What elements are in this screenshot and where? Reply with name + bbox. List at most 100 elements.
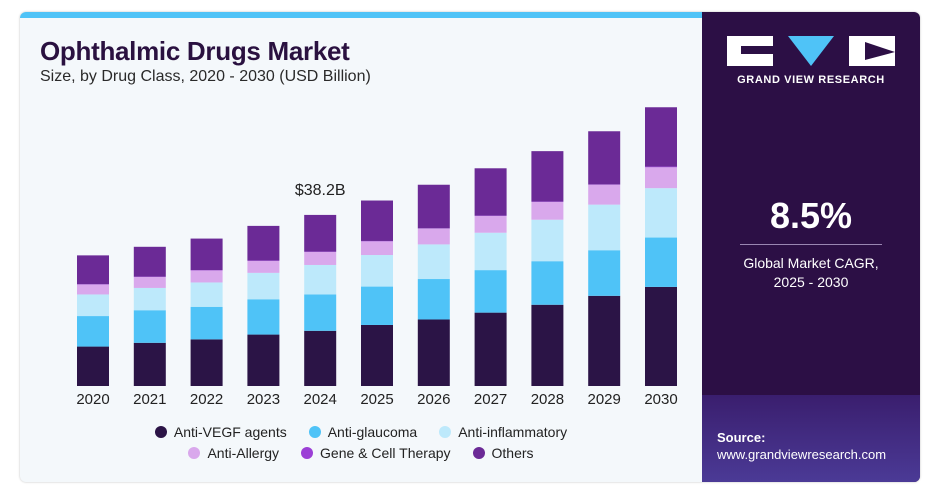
x-tick-label: 2025 — [360, 391, 393, 408]
bar-anti-vegf-agents-2030 — [645, 286, 677, 386]
legend-swatch — [308, 426, 321, 438]
legend-item-anti-glaucoma: Anti-glaucoma — [308, 424, 418, 440]
bar-anti-vegf-agents-2029 — [588, 295, 621, 386]
bar-anti-glaucoma-2024 — [304, 294, 337, 331]
bar-anti-inflammatory-2022 — [190, 282, 223, 307]
cagr-label-line1: Global Market CAGR, — [743, 255, 879, 271]
bar-stack-2025 — [361, 200, 393, 386]
bar-anti-allergy-2022 — [190, 270, 223, 283]
chart-title: Ophthalmic Drugs Market — [40, 36, 350, 66]
bar-anti-inflammatory-2028 — [531, 219, 564, 262]
bar-others-2026 — [417, 184, 450, 229]
bar-anti-inflammatory-2027 — [474, 232, 507, 271]
bar-stack-2028 — [531, 151, 564, 386]
x-tick-label: 2022 — [190, 391, 223, 408]
bar-anti-glaucoma-2021 — [133, 310, 166, 343]
bar-stack-2027 — [474, 168, 507, 386]
bar-anti-vegf-agents-2024 — [304, 330, 337, 386]
x-tick-label: 2027 — [474, 391, 507, 408]
bar-others-2023 — [247, 225, 280, 261]
accent-bar — [20, 12, 702, 18]
bar-anti-inflammatory-2030 — [645, 188, 677, 238]
bar-anti-glaucoma-2026 — [417, 279, 450, 320]
bar-anti-inflammatory-2025 — [361, 255, 393, 287]
x-tick-label: 2026 — [417, 391, 450, 408]
stacked-bar-chart: 2020 2021 2022 2023 2024 $38.2B 2025 2026 2027 20… — [76, 107, 678, 408]
bar-others-2020 — [77, 255, 109, 285]
bar-others-2025 — [361, 200, 393, 241]
cagr-divider — [740, 244, 882, 245]
bar-anti-allergy-2024 — [304, 251, 337, 265]
legend-item-others: Others — [472, 445, 534, 461]
bar-others-2027 — [474, 168, 507, 216]
bar-anti-vegf-agents-2023 — [247, 334, 280, 386]
bar-anti-glaucoma-2023 — [247, 299, 280, 335]
bar-anti-allergy-2025 — [361, 241, 393, 256]
x-tick-label: 2030 — [644, 391, 677, 408]
legend-label: Anti-Allergy — [207, 445, 280, 461]
legend-label: Anti-VEGF agents — [173, 424, 287, 440]
legend-swatch — [301, 447, 314, 459]
bar-anti-allergy-2026 — [417, 228, 450, 245]
cagr-label: Global Market CAGR, 2025 - 2030 — [702, 254, 920, 292]
value-annotation: $38.2B — [295, 182, 346, 199]
bar-stack-2026 — [417, 184, 450, 386]
bar-anti-vegf-agents-2027 — [474, 312, 507, 386]
bar-anti-allergy-2030 — [645, 167, 677, 189]
legend-swatch — [154, 426, 167, 438]
bar-stack-2020 — [77, 255, 109, 386]
x-tick-label: 2029 — [588, 391, 621, 408]
bar-others-2024 — [304, 214, 337, 252]
bar-anti-glaucoma-2025 — [361, 286, 393, 325]
legend-label: Anti-glaucoma — [327, 424, 418, 440]
legend-item-anti-inflammatory: Anti-inflammatory — [439, 424, 567, 440]
bar-anti-vegf-agents-2025 — [361, 324, 393, 386]
grand-view-research-logo-icon — [727, 36, 895, 66]
legend-item-gene-cell-therapy: Gene & Cell Therapy — [301, 445, 451, 461]
x-tick-label: 2023 — [247, 391, 280, 408]
bar-anti-allergy-2023 — [247, 260, 280, 273]
x-tick-label: 2021 — [133, 391, 166, 408]
bar-stack-2024 — [304, 214, 337, 386]
bar-anti-allergy-2029 — [588, 184, 621, 205]
legend-label: Gene & Cell Therapy — [320, 445, 451, 461]
x-tick-label: 2020 — [76, 391, 109, 408]
bar-anti-vegf-agents-2020 — [77, 346, 109, 386]
bar-stack-2029 — [588, 131, 621, 386]
bar-stack-2030 — [645, 107, 677, 386]
x-tick-label: 2024 — [304, 391, 337, 408]
bar-anti-inflammatory-2026 — [417, 244, 450, 280]
bar-anti-allergy-2021 — [133, 276, 166, 288]
legend-label: Others — [491, 445, 534, 461]
bar-anti-allergy-2028 — [531, 201, 564, 220]
bar-anti-vegf-agents-2026 — [417, 319, 450, 386]
legend-label: Anti-inflammatory — [458, 424, 568, 440]
bar-anti-glaucoma-2022 — [190, 306, 223, 340]
bar-stack-2021 — [133, 246, 166, 386]
bar-anti-vegf-agents-2021 — [133, 342, 166, 386]
bar-others-2030 — [645, 107, 677, 167]
bar-anti-glaucoma-2027 — [474, 270, 507, 313]
brand-name: GRAND VIEW RESEARCH — [737, 74, 885, 86]
infographic-card: Ophthalmic Drugs Market Size, by Drug Cl… — [20, 12, 920, 482]
source-link[interactable]: www.grandviewresearch.com — [717, 447, 887, 462]
chart-subtitle: Size, by Drug Class, 2020 - 2030 (USD Bi… — [40, 68, 371, 85]
bar-gene-cell-therapy-2030 — [645, 166, 677, 168]
bar-anti-allergy-2020 — [77, 284, 109, 295]
bar-anti-glaucoma-2028 — [531, 261, 564, 305]
bar-anti-glaucoma-2030 — [645, 237, 677, 287]
bar-anti-glaucoma-2029 — [588, 250, 621, 296]
bar-anti-inflammatory-2021 — [133, 287, 166, 311]
bar-anti-inflammatory-2024 — [304, 264, 337, 295]
bar-others-2021 — [133, 246, 166, 277]
cagr-value: 8.5% — [769, 195, 853, 236]
x-tick-label: 2028 — [531, 391, 564, 408]
bar-anti-allergy-2027 — [474, 215, 507, 233]
bar-stack-2023 — [247, 225, 280, 386]
source-label: Source: — [717, 430, 766, 445]
legend-swatch — [439, 426, 452, 438]
legend-swatch — [472, 447, 485, 459]
legend-item-anti-vegf-agents: Anti-VEGF agents — [154, 424, 287, 440]
bar-anti-inflammatory-2020 — [77, 294, 109, 317]
legend-item-anti-allergy: Anti-Allergy — [188, 445, 279, 461]
